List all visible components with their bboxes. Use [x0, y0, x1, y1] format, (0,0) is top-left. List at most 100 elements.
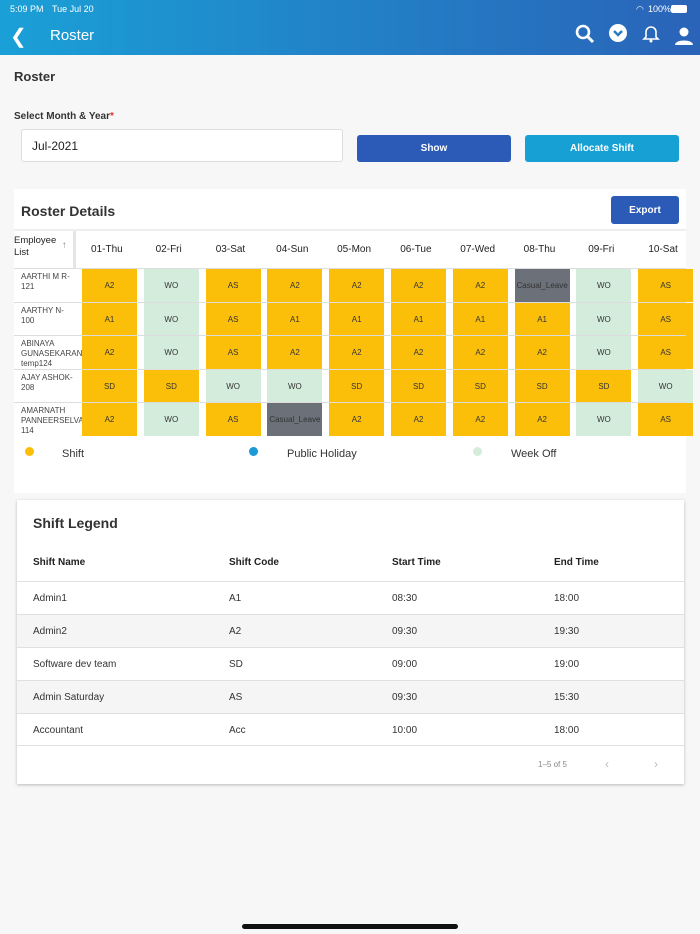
roster-cell[interactable]: AS: [205, 302, 261, 336]
col-shift-name[interactable]: Shift Name: [33, 557, 86, 568]
employee-list-header-label: Employee List: [14, 235, 57, 258]
roster-cell[interactable]: A2: [82, 403, 137, 436]
bell-icon[interactable]: [641, 23, 661, 43]
col-start-time[interactable]: Start Time: [392, 557, 441, 568]
roster-cell[interactable]: SD: [82, 369, 137, 403]
shift-row[interactable]: Admin1 A1 08:30 18:00: [17, 581, 684, 614]
roster-cell[interactable]: A1: [267, 302, 323, 336]
shift-cell: 08:30: [392, 593, 418, 604]
search-icon[interactable]: [575, 24, 595, 44]
roster-cell[interactable]: AS: [638, 403, 694, 436]
roster-cell[interactable]: A1: [329, 302, 385, 336]
show-button[interactable]: Show: [357, 135, 511, 162]
roster-cell[interactable]: WO: [267, 369, 323, 403]
roster-cell[interactable]: WO: [576, 336, 632, 369]
roster-cell[interactable]: SD: [143, 369, 199, 403]
user-icon[interactable]: [674, 26, 694, 46]
roster-cell[interactable]: SD: [452, 369, 508, 403]
employee-name: AARTHY N-100: [14, 301, 76, 336]
roster-cell[interactable]: AS: [638, 302, 694, 336]
roster-cell[interactable]: A2: [82, 336, 137, 369]
roster-cell[interactable]: SD: [514, 369, 570, 403]
roster-cell[interactable]: A2: [329, 403, 385, 436]
shift-cell: 09:30: [392, 626, 418, 637]
roster-cell[interactable]: SD: [329, 369, 385, 403]
roster-cell[interactable]: WO: [143, 302, 199, 336]
required-mark: *: [109, 111, 114, 122]
roster-cell[interactable]: A2: [82, 269, 137, 302]
shift-row[interactable]: Admin Saturday AS 09:30 15:30: [17, 680, 684, 713]
day-header: 05-Mon: [337, 244, 372, 255]
roster-cell[interactable]: Casual_Leave: [267, 403, 323, 436]
back-icon[interactable]: ❮: [10, 26, 27, 48]
shift-row[interactable]: Admin2 A2 09:30 19:30: [17, 614, 684, 647]
day-header: 04-Sun: [276, 244, 309, 255]
col-end-time[interactable]: End Time: [554, 557, 599, 568]
roster-cell[interactable]: A2: [391, 269, 446, 302]
roster-cell[interactable]: A1: [82, 302, 137, 336]
roster-cell[interactable]: AS: [638, 269, 694, 302]
export-button[interactable]: Export: [611, 196, 679, 224]
roster-cell[interactable]: WO: [576, 269, 632, 302]
roster-cell[interactable]: WO: [576, 302, 632, 336]
roster-cell[interactable]: A1: [452, 302, 508, 336]
roster-cell[interactable]: A1: [514, 302, 570, 336]
employee-list-header[interactable]: Employee List ↑: [14, 231, 76, 268]
next-page-icon[interactable]: ›: [654, 757, 658, 771]
roster-cell[interactable]: AS: [205, 403, 261, 436]
shift-cell: 09:30: [392, 692, 418, 703]
allocate-shift-button[interactable]: Allocate Shift: [525, 135, 679, 162]
battery-icon: [671, 5, 687, 13]
day-header: 09-Fri: [588, 244, 615, 255]
chevron-down-circle-icon[interactable]: [608, 23, 628, 43]
sort-arrow-up-icon[interactable]: ↑: [62, 240, 67, 251]
shift-cell: SD: [229, 659, 243, 670]
day-header: 10-Sat: [648, 244, 678, 255]
roster-cell[interactable]: WO: [143, 336, 199, 369]
roster-cell[interactable]: WO: [576, 403, 632, 436]
roster-cell[interactable]: A2: [514, 336, 570, 369]
header-title: Roster: [50, 27, 95, 44]
roster-cell[interactable]: A1: [391, 302, 446, 336]
legend-public-holiday: Public Holiday: [287, 448, 357, 460]
roster-cell[interactable]: WO: [205, 369, 261, 403]
employee-name: AMARNATH PANNEERSELVAM-114: [14, 402, 93, 436]
shift-cell: Accountant: [33, 725, 84, 736]
shift-cell: 18:00: [554, 593, 580, 604]
shift-row[interactable]: Software dev team SD 09:00 19:00: [17, 647, 684, 680]
roster-cell[interactable]: SD: [576, 369, 632, 403]
roster-cell[interactable]: WO: [143, 403, 199, 436]
roster-cell[interactable]: A2: [267, 269, 323, 302]
roster-cell[interactable]: A2: [391, 336, 446, 369]
roster-cell[interactable]: Casual_Leave: [514, 269, 570, 302]
roster-cell[interactable]: WO: [143, 269, 199, 302]
page-title: Roster: [14, 69, 56, 84]
shift-cell: Software dev team: [33, 659, 117, 670]
wifi-icon: ◠: [636, 4, 644, 14]
col-shift-code[interactable]: Shift Code: [229, 557, 279, 568]
shift-row[interactable]: Accountant Acc 10:00 18:00: [17, 713, 684, 746]
shift-cell: 15:30: [554, 692, 580, 703]
roster-cell[interactable]: AS: [638, 336, 694, 369]
shift-cell: 19:30: [554, 626, 580, 637]
month-year-input[interactable]: Jul-2021: [21, 129, 343, 162]
roster-cell[interactable]: A2: [391, 403, 446, 436]
prev-page-icon[interactable]: ‹: [605, 757, 609, 771]
roster-cell[interactable]: A2: [452, 269, 508, 302]
day-header: 01-Thu: [91, 244, 123, 255]
roster-cell[interactable]: WO: [638, 369, 694, 403]
roster-cell[interactable]: SD: [391, 369, 446, 403]
roster-cell[interactable]: A2: [452, 403, 508, 436]
status-time: 5:09 PM: [10, 4, 44, 14]
shift-cell: Admin1: [33, 593, 67, 604]
roster-cell[interactable]: A2: [329, 336, 385, 369]
day-header: 02-Fri: [155, 244, 182, 255]
roster-cell[interactable]: A2: [267, 336, 323, 369]
legend-week-off-dot: [473, 447, 482, 456]
roster-cell[interactable]: A2: [452, 336, 508, 369]
roster-cell[interactable]: AS: [205, 336, 261, 369]
roster-cell[interactable]: A2: [514, 403, 570, 436]
roster-cell[interactable]: A2: [329, 269, 385, 302]
pagination-info: 1–5 of 5: [538, 760, 567, 769]
roster-cell[interactable]: AS: [205, 269, 261, 302]
